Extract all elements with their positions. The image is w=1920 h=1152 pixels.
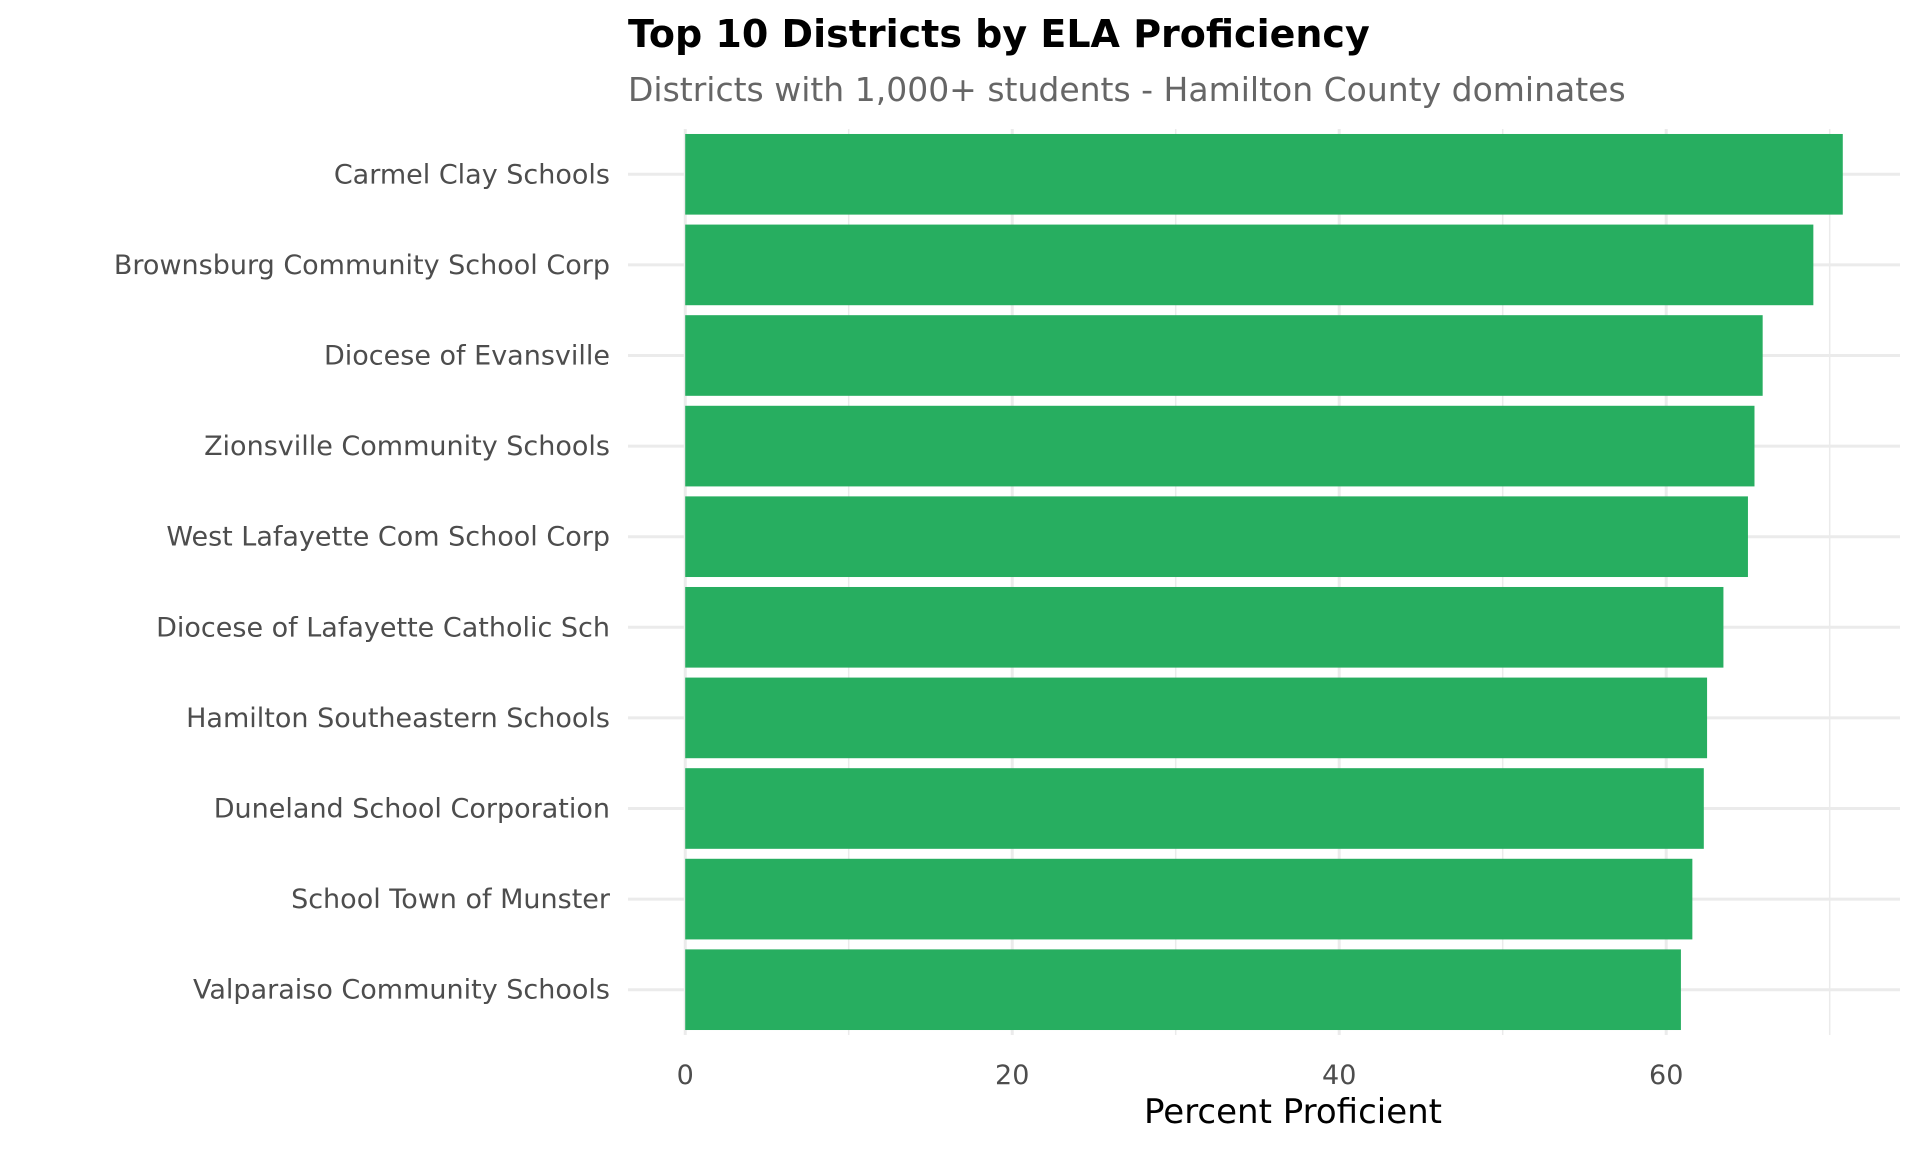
bar: [685, 586, 1724, 668]
x-tick-label: 20: [995, 1060, 1029, 1091]
x-tick-label: 0: [677, 1060, 694, 1091]
bar: [685, 858, 1693, 940]
bar: [685, 224, 1814, 306]
bar: [685, 677, 1708, 759]
y-tick-label: West Lafayette Com School Corp: [166, 522, 610, 553]
y-tick-label: Duneland School Corporation: [214, 794, 610, 825]
x-tick-label: 60: [1649, 1060, 1683, 1091]
bar: [685, 405, 1755, 487]
y-tick-label: Carmel Clay Schools: [334, 159, 610, 190]
y-tick-label: School Town of Munster: [291, 884, 611, 915]
chart-subtitle: Districts with 1,000+ students - Hamilto…: [628, 70, 1626, 109]
bar: [685, 768, 1704, 849]
bar: [685, 133, 1843, 215]
y-tick-label: Diocese of Evansville: [324, 341, 610, 372]
y-tick-label: Brownsburg Community School Corp: [114, 250, 610, 281]
bar: [685, 949, 1681, 1031]
bar: [685, 315, 1763, 396]
bar: [685, 496, 1748, 578]
x-tick-label: 40: [1322, 1060, 1356, 1091]
y-tick-label: Diocese of Lafayette Catholic Sch: [156, 612, 610, 643]
chart-title: Top 10 Districts by ELA Proficiency: [628, 12, 1370, 56]
y-tick-label: Zionsville Community Schools: [204, 431, 610, 462]
x-axis-title: Percent Proficient: [1143, 1092, 1443, 1132]
y-tick-label: Valparaiso Community Schools: [193, 975, 610, 1006]
y-tick-label: Hamilton Southeastern Schools: [186, 703, 610, 734]
